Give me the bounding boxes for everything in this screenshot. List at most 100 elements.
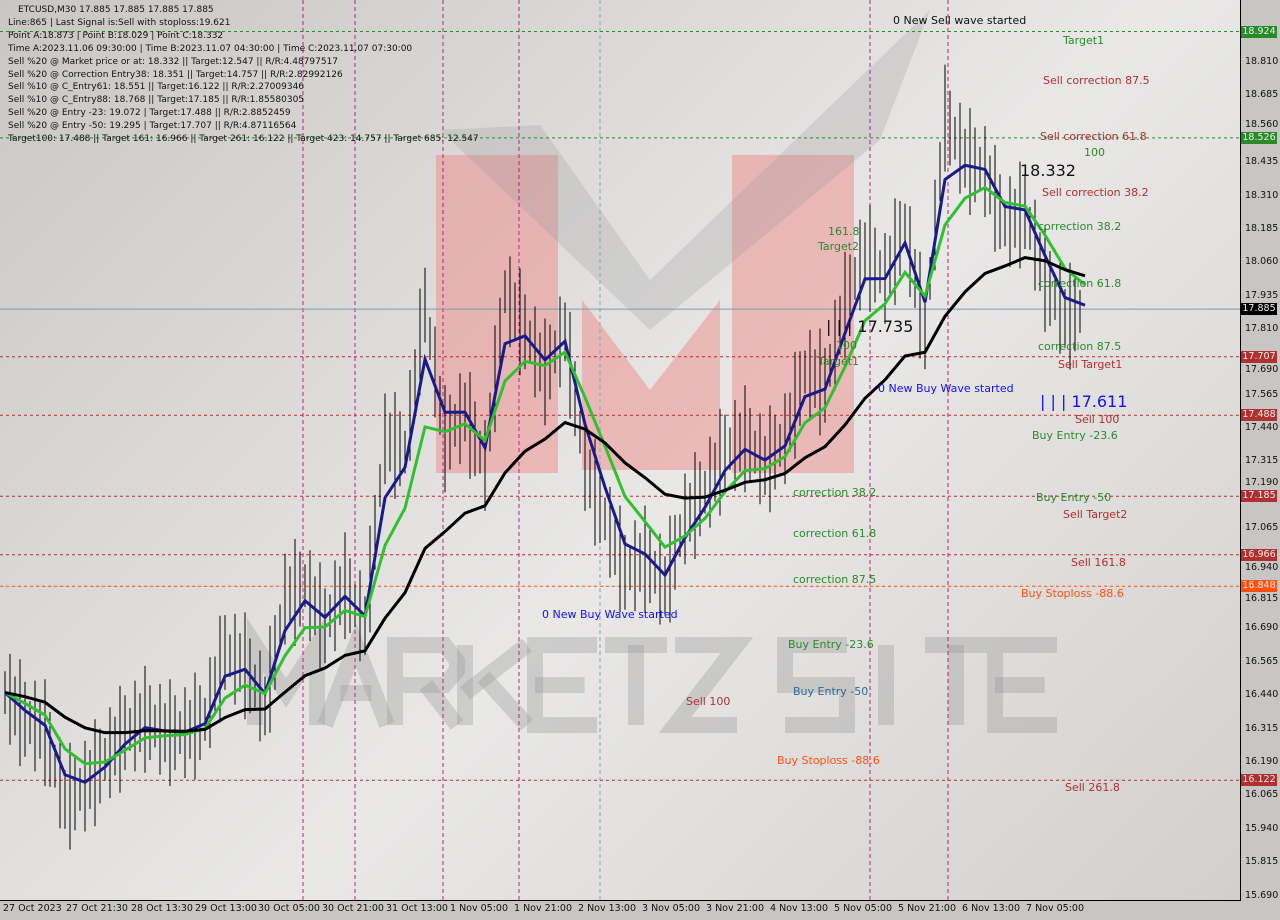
chart-annotation: Buy Entry -23.6 <box>1032 429 1118 442</box>
y-tick-label: 15.815 <box>1245 856 1279 868</box>
watermark-glyph <box>317 622 395 728</box>
x-tick-label: 1 Nov 21:00 <box>514 903 573 914</box>
watermark-glyph <box>527 637 597 733</box>
chart-annotation: Target1 <box>818 355 860 368</box>
chart-annotation: correction 61.8 <box>1038 277 1122 290</box>
info-line: Line:865 | Last Signal is:Sell with stop… <box>8 17 231 28</box>
chart-title: ETCUSD,M30 17.885 17.885 17.885 17.885 <box>18 5 214 15</box>
y-tick-label: 16.190 <box>1245 756 1279 768</box>
chart-annotation: Sell 261.8 <box>1065 781 1120 794</box>
chart-annotation: correction 87.5 <box>793 573 877 586</box>
x-tick-label: 7 Nov 05:00 <box>1026 903 1085 914</box>
x-tick-label: 29 Oct 13:00 <box>195 903 257 914</box>
y-tick-label: 18.810 <box>1245 56 1279 67</box>
price-level-badge: 16.966 <box>1241 548 1277 561</box>
watermark-glyph <box>460 638 532 700</box>
x-tick-label: 27 Oct 2023 <box>3 903 62 914</box>
watermark-glyph <box>658 637 754 733</box>
info-line: Point A:18.873 | Point B:18.029 | Point … <box>8 30 224 41</box>
x-tick-label: 6 Nov 13:00 <box>962 903 1021 914</box>
y-tick-label: 18.560 <box>1245 118 1279 130</box>
chart-annotation: Sell 100 <box>686 695 731 708</box>
chart-annotation: Buy Stoploss -88.6 <box>777 754 880 767</box>
x-tick-label: 1 Nov 05:00 <box>450 903 509 914</box>
y-tick-label: 15.690 <box>1245 889 1279 901</box>
y-tick-label: 18.185 <box>1245 223 1279 234</box>
chart-annotation: 0 New Sell wave started <box>893 14 1027 27</box>
y-tick-label: 16.315 <box>1245 722 1279 734</box>
chart-annotation: 18.332 <box>1020 161 1076 180</box>
chart-annotation: Buy Entry -50 <box>1036 491 1112 504</box>
watermark-glyph <box>477 671 533 731</box>
price-level-badge: 16.122 <box>1241 774 1277 787</box>
y-tick-label: 17.810 <box>1245 323 1279 335</box>
x-tick-label: 5 Nov 21:00 <box>898 903 957 914</box>
y-tick-label: 18.435 <box>1245 156 1279 168</box>
x-tick-label: 31 Oct 13:00 <box>386 903 448 914</box>
chart-annotation: Sell correction 87.5 <box>1043 74 1150 87</box>
y-tick-label: 17.690 <box>1245 363 1279 375</box>
x-tick-label: 30 Oct 05:00 <box>258 903 320 914</box>
price-level-badge: 18.924 <box>1241 25 1277 38</box>
chart-annotation: correction 38.2 <box>1038 220 1122 233</box>
chart-annotation: Buy Entry -23.6 <box>788 638 874 651</box>
chart-annotation: Target1 <box>1063 34 1105 47</box>
x-tick-label: 3 Nov 21:00 <box>706 903 765 914</box>
current-price-badge: 17.885 <box>1241 303 1277 316</box>
info-line: Sell %20 @ Correction Entry38: 18.351 ||… <box>8 69 343 80</box>
y-tick-label: 16.565 <box>1245 655 1279 667</box>
info-line: Target100: 17.488 || Target 161: 16.966 … <box>8 134 479 145</box>
watermark-glyph <box>777 637 855 733</box>
x-tick-label: 30 Oct 21:00 <box>322 903 384 914</box>
x-tick-label: 27 Oct 21:30 <box>66 903 128 914</box>
watermark-logo <box>247 10 1057 733</box>
y-tick-label: 18.060 <box>1245 256 1279 268</box>
price-level-badge: 17.185 <box>1241 490 1277 503</box>
info-line: Sell %20 @ Entry -50: 19.295 | Target:17… <box>8 121 297 132</box>
price-level-badge: 18.526 <box>1241 131 1277 144</box>
signal-info-panel: ETCUSD,M30 17.885 17.885 17.885 17.885 L… <box>8 4 479 146</box>
chart-annotation: 0 New Buy Wave started <box>878 382 1014 395</box>
y-tick-label: 17.065 <box>1245 522 1279 534</box>
chart-annotation: correction 38.2 <box>793 486 877 499</box>
chart-annotation: Target2 <box>818 240 860 253</box>
y-tick-label: 15.940 <box>1245 822 1279 834</box>
y-tick-label: 17.565 <box>1245 388 1279 400</box>
watermark-lettering <box>247 617 1057 733</box>
x-tick-label: 28 Oct 13:30 <box>131 903 193 914</box>
chart-annotation: 0 New Buy Wave started <box>542 608 678 621</box>
chart-annotation: Buy Stoploss -88.6 <box>1021 587 1124 600</box>
chart-annotation: correction 87.5 <box>1038 340 1122 353</box>
watermark-glyph <box>387 637 465 725</box>
chart-annotation: Sell 100 <box>1075 413 1120 426</box>
y-tick-label: 16.440 <box>1245 689 1279 701</box>
price-level-badge: 17.488 <box>1241 409 1277 422</box>
y-tick-label: 17.190 <box>1245 477 1279 489</box>
info-line: Sell %10 @ C_Entry61: 18.551 || Target:1… <box>8 82 305 93</box>
price-level-badge: 16.848 <box>1241 580 1277 593</box>
info-line: Sell %10 @ C_Entry88: 18.768 || Target:1… <box>8 95 305 106</box>
chart-annotation: Sell correction 61.8 <box>1040 130 1147 143</box>
chart-annotation: | | | 17.735 <box>826 317 914 336</box>
chart-annotation: correction 61.8 <box>793 527 877 540</box>
y-tick-label: 17.315 <box>1245 455 1279 467</box>
chart-annotation: 161.8 <box>828 225 860 238</box>
y-tick-label: 18.310 <box>1245 189 1279 201</box>
y-tick-label: 18.685 <box>1245 89 1279 101</box>
chart-plot-area[interactable] <box>0 0 1241 901</box>
y-tick-label: 17.440 <box>1245 422 1279 434</box>
chart-annotation: Sell correction 38.2 <box>1042 186 1149 199</box>
info-line: Sell %20 @ Entry -23: 19.072 | Target:17… <box>8 108 291 119</box>
y-tick-label: 16.940 <box>1245 561 1279 573</box>
x-tick-label: 2 Nov 13:00 <box>578 903 637 914</box>
chart-annotation: | | | 17.611 <box>1040 392 1128 411</box>
y-tick-label: 17.935 <box>1245 289 1279 301</box>
x-tick-label: 5 Nov 05:00 <box>834 903 893 914</box>
info-line: Time A:2023.11.06 09:30:00 | Time B:2023… <box>8 43 413 54</box>
info-line: Sell %20 @ Market price or at: 18.332 ||… <box>8 56 339 67</box>
chart-annotation: Sell Target1 <box>1058 358 1123 371</box>
chart-annotation: 100 <box>836 339 857 352</box>
y-tick-label: 16.065 <box>1245 789 1279 801</box>
ma-slow-line <box>4 256 1086 735</box>
